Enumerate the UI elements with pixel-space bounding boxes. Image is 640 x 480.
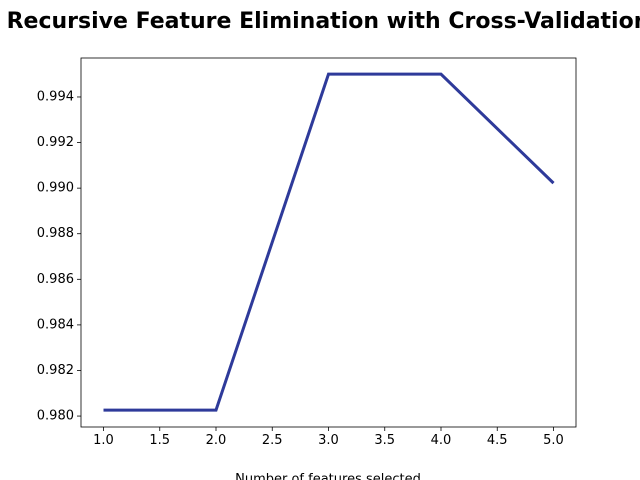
x-tick-label: 2.5 <box>262 433 283 448</box>
y-tick-label: 0.994 <box>37 89 74 104</box>
y-tick-label: 0.984 <box>37 317 74 332</box>
line-series <box>103 72 555 412</box>
x-axis-label: Number of features selected <box>235 472 421 480</box>
y-tick-label: 0.990 <box>37 181 74 196</box>
plot-frame <box>80 57 577 428</box>
x-tick-label: 4.0 <box>431 433 452 448</box>
y-tick-label: 0.980 <box>37 409 74 424</box>
y-tick-label: 0.988 <box>37 226 74 241</box>
y-tick-label: 0.992 <box>37 135 74 150</box>
x-tick-label: 2.0 <box>206 433 227 448</box>
x-tick-label: 3.0 <box>318 433 339 448</box>
y-tick-label: 0.986 <box>37 272 74 287</box>
x-tick-label: 1.5 <box>149 433 170 448</box>
x-tick-label: 5.0 <box>543 433 564 448</box>
x-tick-label: 1.0 <box>93 433 114 448</box>
chart-title: Recursive Feature Elimination with Cross… <box>7 9 640 34</box>
y-tick-label: 0.982 <box>37 363 74 378</box>
x-tick-label: 3.5 <box>374 433 395 448</box>
x-tick-label: 4.5 <box>487 433 508 448</box>
